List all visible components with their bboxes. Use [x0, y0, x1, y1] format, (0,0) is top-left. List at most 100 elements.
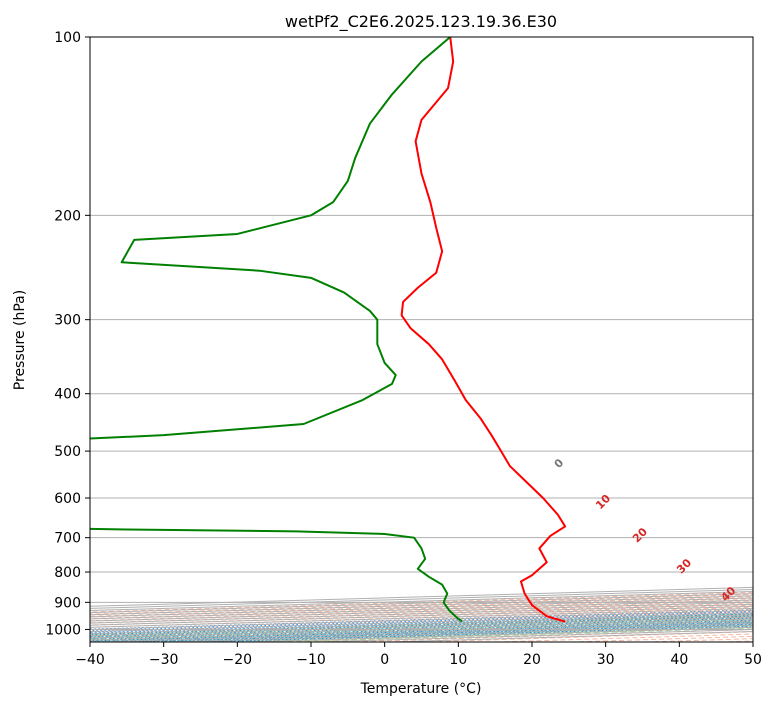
moist-adiabat-line [249, 626, 753, 642]
moist-adiabat-line [90, 617, 753, 639]
moist-adiabat-line [90, 613, 753, 635]
dry-adiabat-line [122, 622, 753, 642]
isotherm-line [90, 597, 753, 618]
y-tick-label: 800 [54, 565, 81, 581]
dry-adiabat-line [90, 598, 753, 619]
dry-adiabat-line [90, 604, 753, 626]
y-tick-label: 300 [54, 313, 81, 329]
moist-adiabat-line [278, 627, 753, 642]
x-tick-label: 10 [449, 652, 467, 668]
dry-adiabat-line [197, 624, 753, 642]
isotherm-line [90, 610, 753, 630]
plot-frame [89, 36, 754, 643]
background-lines [90, 591, 753, 642]
dry-adiabat-line [496, 633, 753, 642]
y-tick-label: 900 [54, 595, 81, 611]
dry-adiabat-line [90, 619, 753, 642]
dry-adiabat-line [90, 613, 753, 635]
moist-adiabat-line [191, 625, 753, 642]
isotherm-line [313, 628, 753, 642]
x-tick-label: 0 [380, 652, 389, 668]
x-tick-label: −30 [149, 652, 179, 668]
x-tick-label: 40 [670, 652, 688, 668]
x-tick-label: 30 [597, 652, 615, 668]
isotherm-line [90, 595, 753, 616]
dry-adiabat-line [347, 628, 753, 642]
dry-adiabat-line [421, 631, 753, 642]
y-tick-label: 600 [54, 491, 81, 507]
y-tick-label: 500 [54, 444, 81, 460]
temperature-line [400, 37, 567, 623]
profile-series [90, 37, 567, 623]
dry-adiabat-line [90, 606, 753, 628]
dry-adiabat-line [272, 626, 753, 642]
x-tick-label: 50 [744, 652, 762, 668]
mixing-ratio-line [90, 610, 753, 632]
isotherm-line [90, 586, 753, 607]
isotherm-line [90, 593, 753, 614]
moist-adiabat-line [220, 625, 753, 642]
y-tick-label: 200 [54, 208, 81, 224]
dry-adiabat-line [571, 635, 753, 642]
moist-adiabat-line [90, 615, 753, 637]
isotherm-line [92, 622, 753, 642]
grid-lines [90, 37, 753, 642]
dry-adiabat-line [90, 608, 753, 630]
dry-adiabat-line [720, 640, 753, 642]
y-tick-label: 700 [54, 531, 81, 547]
isotherm-line [90, 591, 753, 612]
moist-adiabat-line [90, 618, 753, 640]
dry-adiabat-line [90, 591, 753, 613]
x-axis-label: Temperature (°C) [360, 681, 482, 697]
y-tick-label: 1000 [45, 622, 81, 638]
moist-adiabat-label: 10 [593, 492, 613, 512]
isotherm-line [90, 614, 753, 635]
dry-adiabat-line [90, 615, 753, 637]
dry-adiabat-line [90, 602, 753, 624]
moist-adiabat-line [162, 624, 753, 642]
dry-adiabat-line [90, 596, 753, 617]
x-tick-label: −10 [296, 652, 326, 668]
x-axis-ticks: −40 −30 −20 −10 0 10 20 30 40 50 [75, 642, 762, 668]
chart-title: wetPf2_C2E6.2025.123.19.36.E30 [285, 12, 557, 32]
y-axis-label: Pressure (hPa) [12, 290, 28, 390]
y-tick-label: 100 [54, 30, 81, 46]
mixing-ratio-line [160, 624, 753, 642]
isotherm-line [90, 603, 753, 624]
dry-adiabat-line [645, 638, 753, 642]
moist-adiabat-line [90, 614, 753, 636]
x-tick-label: −40 [75, 652, 105, 668]
isotherm-line [90, 607, 753, 628]
dry-adiabat-line [90, 611, 753, 633]
isotherm-line [387, 631, 753, 642]
isotherm-line [90, 618, 753, 639]
isotherm-line [90, 605, 753, 626]
moist-adiabat-line [90, 620, 753, 642]
isotherm-line [90, 612, 753, 633]
moist-adiabat-label: 30 [674, 556, 694, 576]
dry-adiabat-line [90, 617, 753, 639]
moist-adiabat-label: 0 [552, 456, 567, 471]
isotherm-line [90, 616, 753, 637]
isotherm-line [90, 620, 753, 641]
moist-adiabat-line [90, 619, 753, 641]
isotherm-line [90, 601, 753, 622]
y-tick-label: 400 [54, 387, 81, 403]
moist-adiabat-label: 20 [630, 525, 650, 545]
isotherm-line [90, 588, 753, 609]
moist-adiabat-line [90, 621, 753, 642]
moist-adiabat-line [90, 616, 753, 638]
dewpoint-line [90, 37, 463, 623]
moist-adiabat-line [105, 622, 753, 642]
dry-adiabat-line [90, 593, 753, 615]
moist-adiabat-line [134, 623, 753, 642]
isotherm-line [239, 626, 753, 642]
isotherm-line [90, 599, 753, 620]
x-tick-label: −20 [223, 652, 253, 668]
x-tick-label: 20 [523, 652, 541, 668]
moist-adiabat-line [90, 617, 753, 638]
isotherm-line [166, 624, 753, 642]
dry-adiabat-line [90, 600, 753, 622]
